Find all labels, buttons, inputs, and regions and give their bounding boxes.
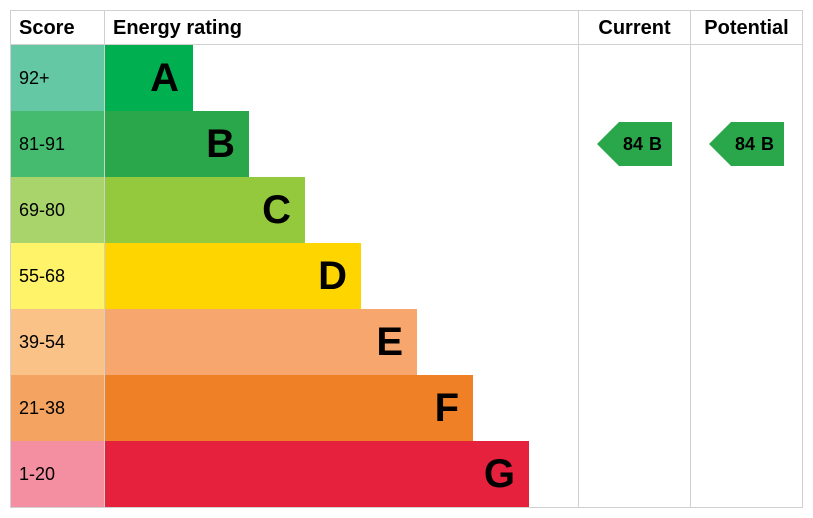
potential-col [690, 375, 802, 441]
potential-col [690, 243, 802, 309]
score-cell: 92+ [11, 45, 105, 111]
current-col [578, 441, 690, 507]
bar-area: A [105, 45, 578, 111]
chart-rows: 92+ A 81-91 B 84 B 84 B 69-80 C 55-68 D 39-54 E 21-38 F… [11, 45, 802, 507]
marker-score: 84 [623, 134, 643, 155]
current-col: 84 B [578, 111, 690, 177]
rating-letter: G [484, 452, 515, 497]
current-col [578, 177, 690, 243]
rating-letter: E [376, 320, 403, 365]
arrow-head-icon [597, 122, 619, 166]
header-score: Score [11, 11, 105, 44]
current-col [578, 45, 690, 111]
rating-letter: C [262, 188, 291, 233]
rating-letter: A [150, 56, 179, 101]
score-cell: 21-38 [11, 375, 105, 441]
current-col [578, 243, 690, 309]
marker-grade: B [761, 134, 774, 155]
bar-area: E [105, 309, 578, 375]
header-rating: Energy rating [105, 11, 578, 44]
potential-marker: 84 B [709, 122, 784, 166]
rating-row-d: 55-68 D [11, 243, 802, 309]
score-cell: 81-91 [11, 111, 105, 177]
potential-col [690, 309, 802, 375]
current-col [578, 309, 690, 375]
header-potential: Potential [690, 11, 802, 44]
potential-col [690, 177, 802, 243]
header-current: Current [578, 11, 690, 44]
rating-bar: B [105, 111, 249, 177]
marker-grade: B [649, 134, 662, 155]
rating-row-f: 21-38 F [11, 375, 802, 441]
bar-area: G [105, 441, 578, 507]
rating-row-c: 69-80 C [11, 177, 802, 243]
arrow-body: 84 B [619, 122, 672, 166]
rating-row-b: 81-91 B 84 B 84 B [11, 111, 802, 177]
rating-row-a: 92+ A [11, 45, 802, 111]
rating-row-e: 39-54 E [11, 309, 802, 375]
bar-area: F [105, 375, 578, 441]
rating-letter: F [435, 386, 459, 431]
rating-bar: E [105, 309, 417, 375]
arrow-head-icon [709, 122, 731, 166]
score-cell: 1-20 [11, 441, 105, 507]
rating-bar: A [105, 45, 193, 111]
header-row: Score Energy rating Current Potential [11, 11, 802, 45]
score-cell: 55-68 [11, 243, 105, 309]
marker-score: 84 [735, 134, 755, 155]
potential-col: 84 B [690, 111, 802, 177]
rating-row-g: 1-20 G [11, 441, 802, 507]
rating-letter: D [318, 254, 347, 299]
rating-bar: C [105, 177, 305, 243]
arrow-body: 84 B [731, 122, 784, 166]
bar-area: D [105, 243, 578, 309]
potential-col [690, 441, 802, 507]
bar-area: C [105, 177, 578, 243]
bar-area: B [105, 111, 578, 177]
score-cell: 39-54 [11, 309, 105, 375]
current-marker: 84 B [597, 122, 672, 166]
rating-letter: B [206, 122, 235, 167]
rating-bar: G [105, 441, 529, 507]
rating-bar: F [105, 375, 473, 441]
potential-col [690, 45, 802, 111]
rating-bar: D [105, 243, 361, 309]
current-col [578, 375, 690, 441]
epc-energy-chart: Score Energy rating Current Potential 92… [10, 10, 803, 508]
score-cell: 69-80 [11, 177, 105, 243]
